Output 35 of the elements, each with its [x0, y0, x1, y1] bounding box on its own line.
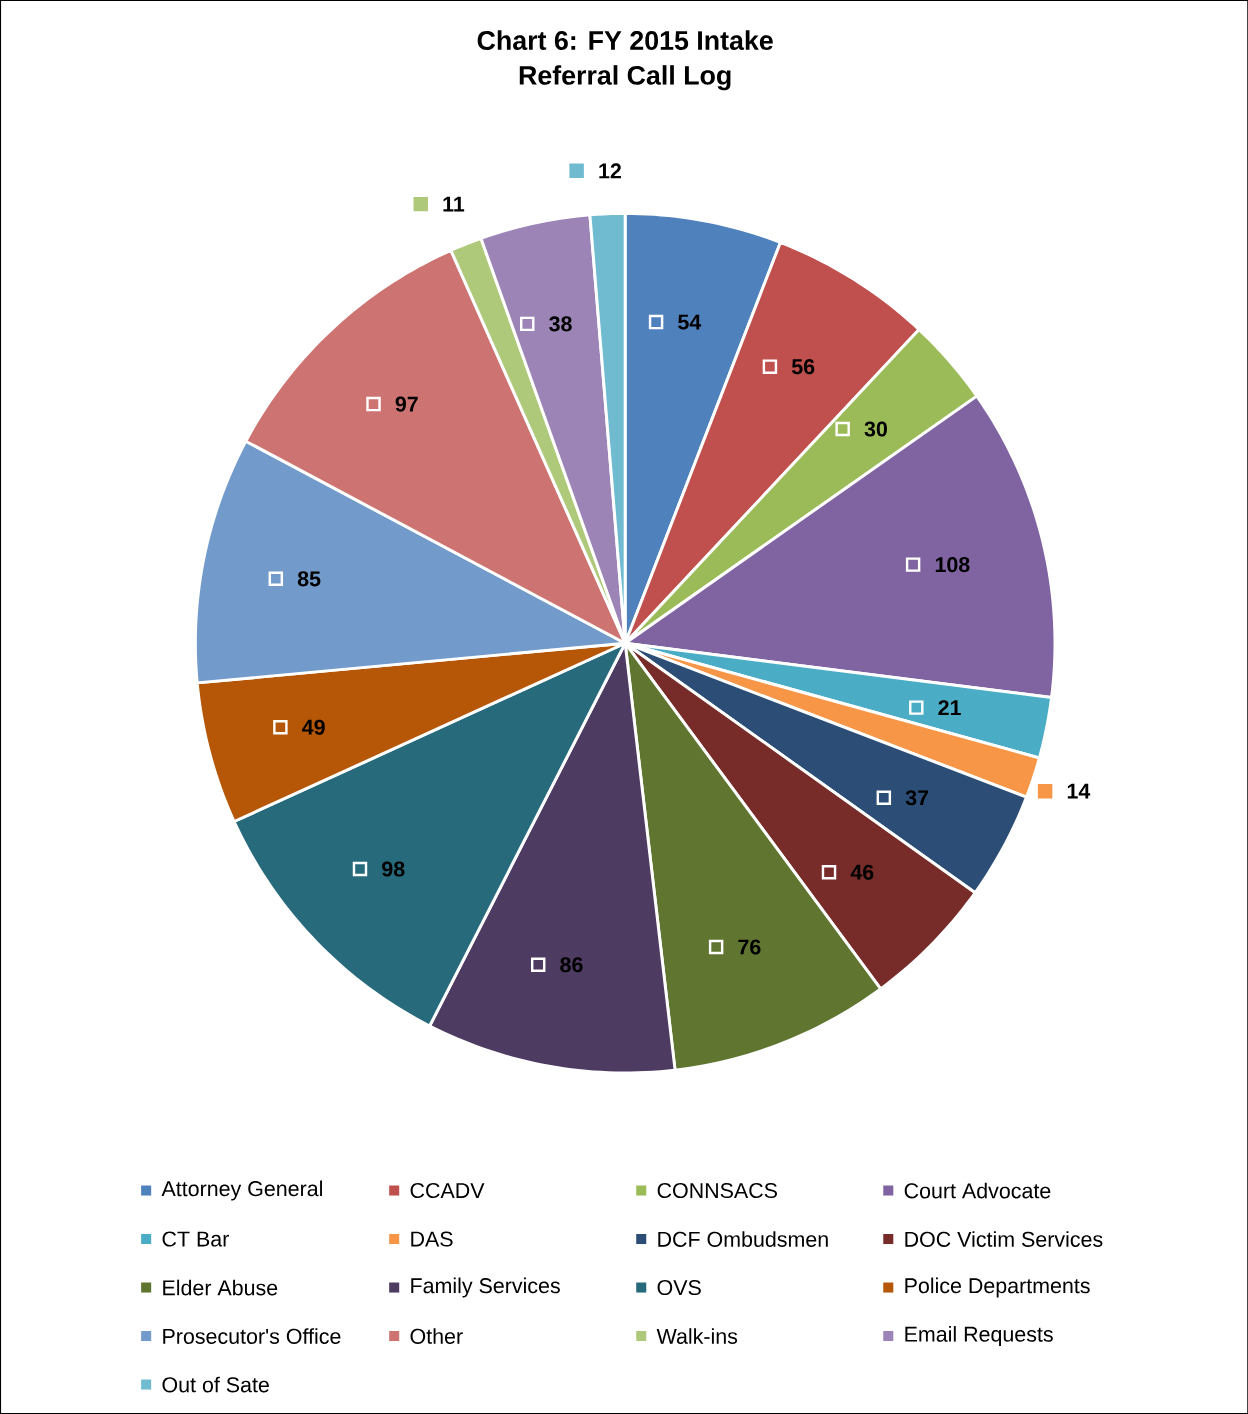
chart-title: Chart 6: FY 2015 Intake Referral Call Log: [477, 30, 773, 91]
data-label: 38: [548, 316, 572, 332]
data-label: 37: [905, 790, 928, 806]
legend-label: CT Bar: [162, 1231, 229, 1247]
data-label: 49: [301, 719, 325, 735]
legend-label: CCADV: [410, 1182, 485, 1199]
legend-label: Out of Sate: [162, 1376, 269, 1393]
data-label: 21: [938, 700, 961, 716]
legend-label: DAS: [411, 1231, 453, 1247]
legend-label: Email Requests: [905, 1326, 1053, 1347]
legend-label: Other: [410, 1328, 463, 1344]
data-label: 56: [791, 359, 815, 375]
data-label: 12: [599, 163, 621, 179]
legend-label: Court Advocate: [904, 1182, 1051, 1199]
data-label: 14: [1067, 783, 1091, 799]
data-label: 86: [560, 957, 583, 973]
legend-label: DCF Ombudsmen: [658, 1231, 828, 1247]
legend-label: CONNSACS: [657, 1182, 777, 1199]
legend-label: OVS: [657, 1279, 701, 1296]
data-label: 11: [443, 196, 464, 212]
data-label: 46: [850, 864, 874, 880]
data-label: 85: [297, 571, 321, 587]
data-label: 54: [677, 314, 701, 330]
data-label: 98: [381, 861, 405, 877]
legend-label: Attorney General: [161, 1180, 322, 1201]
data-label: 108: [935, 557, 970, 573]
legend-label: Police Departments: [905, 1277, 1090, 1298]
data-label: 30: [864, 421, 887, 437]
legend-label: Walk-ins: [656, 1328, 737, 1344]
data-label: 76: [738, 939, 761, 955]
legend-label: Prosecutor's Office: [163, 1328, 341, 1344]
legend-label: Elder Abuse: [163, 1279, 278, 1296]
legend-label: DOC Victim Services: [905, 1231, 1103, 1247]
legend-label: Family Services: [411, 1277, 560, 1298]
data-label: 97: [395, 396, 418, 412]
